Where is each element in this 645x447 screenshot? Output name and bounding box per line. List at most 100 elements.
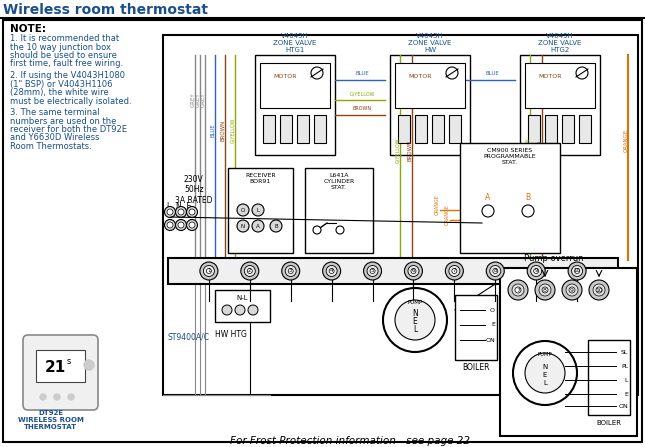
Text: For Frost Protection information - see page 22: For Frost Protection information - see p…	[230, 436, 470, 446]
Bar	[460, 143, 560, 253]
Text: NOTE:: NOTE:	[10, 24, 46, 34]
Bar	[215, 290, 270, 322]
Text: E: E	[543, 372, 547, 378]
Circle shape	[512, 284, 524, 296]
Circle shape	[54, 394, 60, 400]
Text: 6: 6	[412, 269, 415, 274]
Circle shape	[336, 226, 344, 234]
Text: ST9400A/C: ST9400A/C	[167, 333, 209, 342]
Text: and Y6630D Wireless: and Y6630D Wireless	[10, 134, 99, 143]
Bar	[525, 63, 595, 108]
Text: PUMP: PUMP	[408, 299, 422, 304]
Circle shape	[576, 67, 588, 79]
Circle shape	[311, 67, 323, 79]
Circle shape	[244, 266, 255, 277]
Circle shape	[178, 209, 184, 215]
Text: L: L	[257, 207, 259, 212]
Circle shape	[167, 222, 173, 228]
Text: N: N	[412, 309, 418, 319]
Circle shape	[370, 269, 375, 274]
Circle shape	[527, 262, 545, 280]
Circle shape	[408, 266, 419, 277]
Circle shape	[203, 266, 214, 277]
Circle shape	[445, 262, 463, 280]
Bar	[260, 63, 330, 108]
Text: the 10 way junction box: the 10 way junction box	[10, 42, 111, 51]
Text: L  N  E: L N E	[167, 202, 192, 211]
Bar	[528, 115, 540, 143]
Circle shape	[252, 204, 264, 216]
Circle shape	[40, 394, 46, 400]
Text: N: N	[241, 224, 245, 228]
Text: L: L	[624, 378, 628, 383]
Bar	[255, 55, 335, 155]
Text: 8: 8	[493, 269, 497, 274]
Text: 1: 1	[207, 269, 211, 274]
Bar	[449, 115, 461, 143]
Circle shape	[568, 262, 586, 280]
Circle shape	[282, 262, 300, 280]
Text: GREY: GREY	[190, 93, 195, 107]
Text: A: A	[486, 194, 491, 202]
Text: L: L	[413, 325, 417, 334]
Circle shape	[206, 269, 212, 274]
Circle shape	[186, 207, 197, 218]
Text: 21: 21	[45, 359, 66, 375]
Text: BLUE: BLUE	[485, 71, 499, 76]
Text: RECEIVER
BOR91: RECEIVER BOR91	[245, 173, 276, 184]
Circle shape	[175, 219, 186, 231]
Circle shape	[237, 220, 249, 232]
Text: HW HTG: HW HTG	[215, 330, 247, 339]
Circle shape	[575, 269, 580, 274]
Text: 10: 10	[573, 269, 580, 274]
Text: 2: 2	[248, 269, 252, 274]
Text: ORANGE: ORANGE	[444, 205, 450, 225]
Text: DT92E
WIRELESS ROOM
THERMOSTAT: DT92E WIRELESS ROOM THERMOSTAT	[17, 410, 83, 430]
Circle shape	[200, 262, 218, 280]
Text: 5: 5	[371, 269, 374, 274]
Text: G/YELLOW: G/YELLOW	[349, 91, 375, 96]
Circle shape	[508, 280, 528, 300]
Circle shape	[285, 266, 296, 277]
Text: MOTOR: MOTOR	[273, 75, 297, 80]
Text: O: O	[241, 207, 245, 212]
Circle shape	[313, 226, 321, 234]
Bar	[163, 35, 638, 395]
Text: O: O	[490, 308, 495, 312]
Text: MOTOR: MOTOR	[538, 75, 562, 80]
Circle shape	[525, 353, 565, 393]
Bar	[432, 115, 444, 143]
Text: 4: 4	[330, 269, 333, 274]
Text: E: E	[624, 392, 628, 396]
Text: V4043H
ZONE VALVE
HW: V4043H ZONE VALVE HW	[408, 33, 452, 53]
Bar	[297, 115, 309, 143]
Text: BROWN: BROWN	[408, 139, 413, 160]
Circle shape	[542, 287, 548, 293]
Text: 9: 9	[535, 269, 538, 274]
Text: N: N	[542, 364, 548, 370]
Circle shape	[326, 266, 337, 277]
Circle shape	[164, 219, 175, 231]
Text: V4043H
ZONE VALVE
HTG2: V4043H ZONE VALVE HTG2	[539, 33, 582, 53]
Text: 7: 7	[516, 287, 520, 292]
Circle shape	[593, 284, 605, 296]
Bar	[415, 115, 427, 143]
Bar	[398, 115, 410, 143]
Text: A: A	[256, 224, 260, 228]
Text: 3. The same terminal: 3. The same terminal	[10, 108, 99, 117]
Text: BLUE: BLUE	[210, 123, 215, 137]
Circle shape	[288, 269, 293, 274]
Text: GREY: GREY	[201, 93, 206, 107]
Text: s: s	[66, 358, 71, 367]
Circle shape	[533, 269, 539, 274]
Text: BOILER: BOILER	[597, 420, 622, 426]
Bar	[314, 115, 326, 143]
Text: E: E	[491, 322, 495, 328]
Text: G/YELLOW: G/YELLOW	[526, 137, 530, 163]
Text: Room Thermostats.: Room Thermostats.	[10, 142, 92, 151]
Bar	[228, 168, 293, 253]
Text: G/YELLOW: G/YELLOW	[230, 117, 235, 143]
Circle shape	[175, 207, 186, 218]
Bar	[395, 63, 465, 108]
Circle shape	[446, 67, 458, 79]
